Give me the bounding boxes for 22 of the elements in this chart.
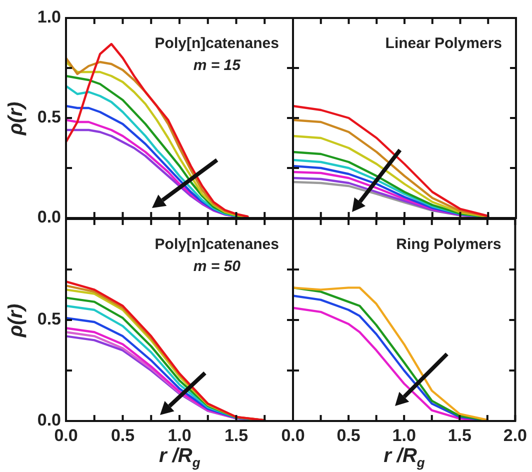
x-tick-label: 0.5 bbox=[110, 426, 135, 445]
text: Poly[n]catenanes bbox=[154, 236, 279, 254]
text: Ring Polymers bbox=[396, 236, 502, 254]
x-tick-label: 1.5 bbox=[448, 426, 472, 445]
x-tick-label: 1.5 bbox=[224, 426, 248, 445]
x-tick-label: 0.0 bbox=[281, 426, 305, 445]
y-axis-title: ρ(r) bbox=[4, 101, 28, 135]
y-tick-label: 0.5 bbox=[37, 108, 61, 127]
y-tick-label: 0.5 bbox=[37, 310, 61, 329]
x-tick-label: 0.5 bbox=[336, 426, 360, 445]
y-tick-label: 0.0 bbox=[37, 208, 61, 227]
text: m = 15 bbox=[193, 57, 242, 74]
x-axis-title: r /R$_{g}$ bbox=[159, 445, 200, 470]
text: Linear Polymers bbox=[385, 35, 502, 52]
x-tick-label: 1.0 bbox=[392, 426, 416, 445]
x-tick-label: 2.0 bbox=[503, 426, 528, 445]
y-tick-label: 1.0 bbox=[37, 8, 61, 27]
x-axis-title: r /R$_{g}$ bbox=[384, 445, 425, 470]
x-tick-label: 1.0 bbox=[168, 426, 192, 445]
y-axis-title: ρ(r) bbox=[4, 303, 28, 337]
text: m = 50 bbox=[193, 258, 242, 276]
text: Poly[n]catenanes bbox=[154, 35, 279, 52]
